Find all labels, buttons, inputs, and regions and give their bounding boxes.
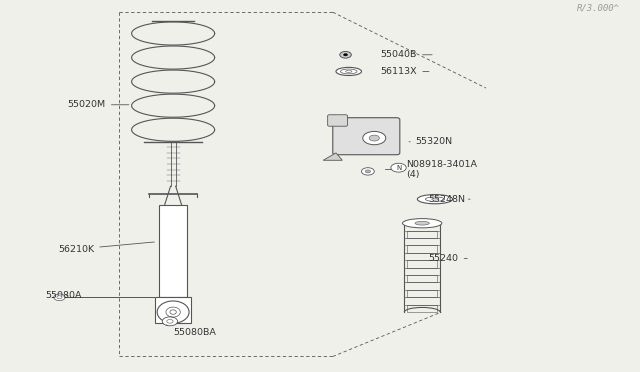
Ellipse shape	[157, 301, 189, 323]
Text: R/3.000^: R/3.000^	[577, 3, 620, 12]
Text: 55040B: 55040B	[381, 50, 432, 59]
Circle shape	[163, 317, 177, 326]
Ellipse shape	[346, 71, 352, 73]
Text: 55080A: 55080A	[45, 291, 82, 300]
Text: 55320N: 55320N	[409, 137, 453, 146]
Ellipse shape	[417, 195, 452, 204]
Text: N: N	[396, 165, 401, 171]
Ellipse shape	[170, 310, 176, 314]
Bar	[155, 297, 191, 323]
Text: 56210K: 56210K	[58, 242, 154, 254]
Text: 55248N: 55248N	[429, 195, 470, 203]
Ellipse shape	[403, 219, 442, 228]
FancyBboxPatch shape	[328, 115, 348, 126]
Ellipse shape	[336, 67, 362, 76]
Circle shape	[362, 168, 374, 175]
Circle shape	[167, 320, 173, 323]
Ellipse shape	[415, 221, 429, 225]
Text: 55020M: 55020M	[68, 100, 129, 109]
Bar	[159, 205, 187, 297]
Text: 55080BA: 55080BA	[166, 325, 216, 337]
Text: 55240: 55240	[429, 254, 467, 263]
Circle shape	[57, 296, 62, 299]
Circle shape	[344, 54, 348, 56]
Text: 56113X: 56113X	[381, 67, 429, 76]
Circle shape	[369, 135, 380, 141]
Circle shape	[391, 163, 406, 172]
Polygon shape	[323, 153, 342, 160]
Ellipse shape	[432, 198, 438, 200]
Circle shape	[363, 131, 386, 145]
Circle shape	[340, 51, 351, 58]
FancyBboxPatch shape	[333, 118, 400, 155]
Circle shape	[54, 294, 65, 301]
Text: N08918-3401A
(4): N08918-3401A (4)	[385, 160, 477, 179]
Circle shape	[365, 170, 371, 173]
